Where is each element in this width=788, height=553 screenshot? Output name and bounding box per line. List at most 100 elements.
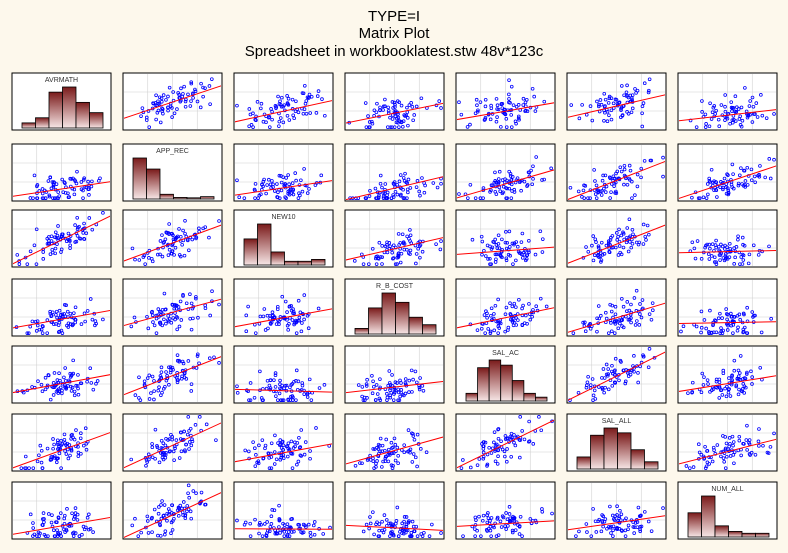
data-point: [35, 196, 40, 200]
data-point: [737, 117, 742, 121]
data-point: [586, 374, 590, 379]
data-point: [510, 241, 515, 246]
data-point: [292, 529, 296, 534]
data-point: [744, 372, 749, 376]
chart-title: Matrix Plot: [358, 25, 430, 42]
panel-avrmath-app_rec: [122, 72, 223, 131]
histogram-bar: [257, 223, 272, 266]
data-point: [314, 111, 319, 115]
data-point: [638, 312, 642, 316]
data-point: [533, 109, 538, 113]
data-point: [47, 512, 51, 516]
data-point: [268, 387, 272, 392]
data-point: [288, 398, 293, 402]
data-point: [686, 391, 690, 395]
data-point: [308, 456, 312, 461]
fit-line: [346, 436, 443, 465]
data-point: [251, 125, 255, 129]
data-point: [419, 447, 423, 451]
data-point: [166, 105, 170, 110]
data-point: [630, 228, 635, 232]
data-point: [319, 173, 324, 178]
data-point: [46, 373, 51, 377]
data-point: [519, 240, 524, 244]
data-point: [49, 457, 54, 462]
data-point: [260, 438, 265, 442]
data-point: [322, 383, 327, 387]
data-point: [734, 384, 738, 389]
data-point: [704, 196, 709, 200]
data-point: [504, 230, 508, 234]
data-point: [756, 173, 760, 178]
data-point: [300, 321, 304, 325]
data-point: [593, 179, 597, 183]
data-point: [736, 181, 741, 186]
data-point: [61, 190, 66, 194]
data-point: [703, 245, 707, 250]
data-point: [690, 390, 695, 394]
data-point: [411, 118, 415, 123]
data-point: [397, 179, 402, 184]
data-point: [502, 107, 507, 112]
data-point: [149, 391, 153, 395]
data-point: [75, 169, 79, 174]
data-point: [185, 504, 190, 508]
data-point: [374, 110, 379, 115]
data-point: [607, 175, 612, 180]
data-point: [360, 252, 364, 257]
data-point: [725, 384, 729, 389]
data-point: [297, 191, 301, 196]
data-point: [59, 438, 63, 443]
data-point: [147, 125, 152, 129]
data-point: [750, 120, 755, 124]
panel-app_rec-num_all: [677, 143, 778, 202]
data-point: [701, 195, 706, 200]
data-point: [496, 242, 501, 246]
data-point: [395, 505, 400, 510]
data-point: [510, 318, 514, 323]
data-point: [692, 246, 697, 251]
data-point: [290, 318, 295, 322]
data-point: [625, 183, 630, 187]
data-point: [648, 158, 653, 163]
data-point: [528, 517, 533, 521]
data-point: [320, 97, 324, 101]
data-point: [594, 530, 599, 534]
data-point: [438, 247, 443, 252]
data-point: [183, 231, 187, 236]
data-point: [263, 522, 267, 526]
data-point: [396, 387, 400, 392]
data-point: [488, 256, 492, 261]
data-point: [268, 525, 273, 529]
data-point: [742, 312, 746, 317]
data-point: [166, 108, 170, 113]
data-point: [710, 110, 715, 115]
data-point: [193, 87, 197, 92]
data-point: [707, 124, 712, 129]
data-point: [312, 520, 317, 524]
data-point: [632, 354, 636, 358]
data-point: [723, 252, 728, 256]
data-point: [699, 330, 703, 335]
data-point: [527, 419, 531, 424]
data-point: [90, 179, 94, 184]
data-point: [492, 180, 497, 185]
data-point: [434, 242, 438, 246]
data-point: [597, 104, 601, 109]
data-point: [40, 523, 45, 527]
data-point: [248, 521, 252, 526]
data-point: [156, 388, 161, 393]
data-point: [50, 513, 54, 517]
data-point: [35, 183, 40, 187]
histogram-bar: [284, 260, 299, 266]
data-point: [43, 375, 48, 380]
data-point: [378, 436, 383, 441]
data-point: [302, 317, 306, 322]
data-point: [731, 443, 735, 448]
data-point: [257, 193, 262, 198]
data-point: [608, 238, 613, 242]
data-point: [295, 462, 299, 467]
panel-new10-sal_all: [566, 209, 667, 268]
data-point: [481, 186, 486, 190]
fit-line: [235, 388, 332, 393]
